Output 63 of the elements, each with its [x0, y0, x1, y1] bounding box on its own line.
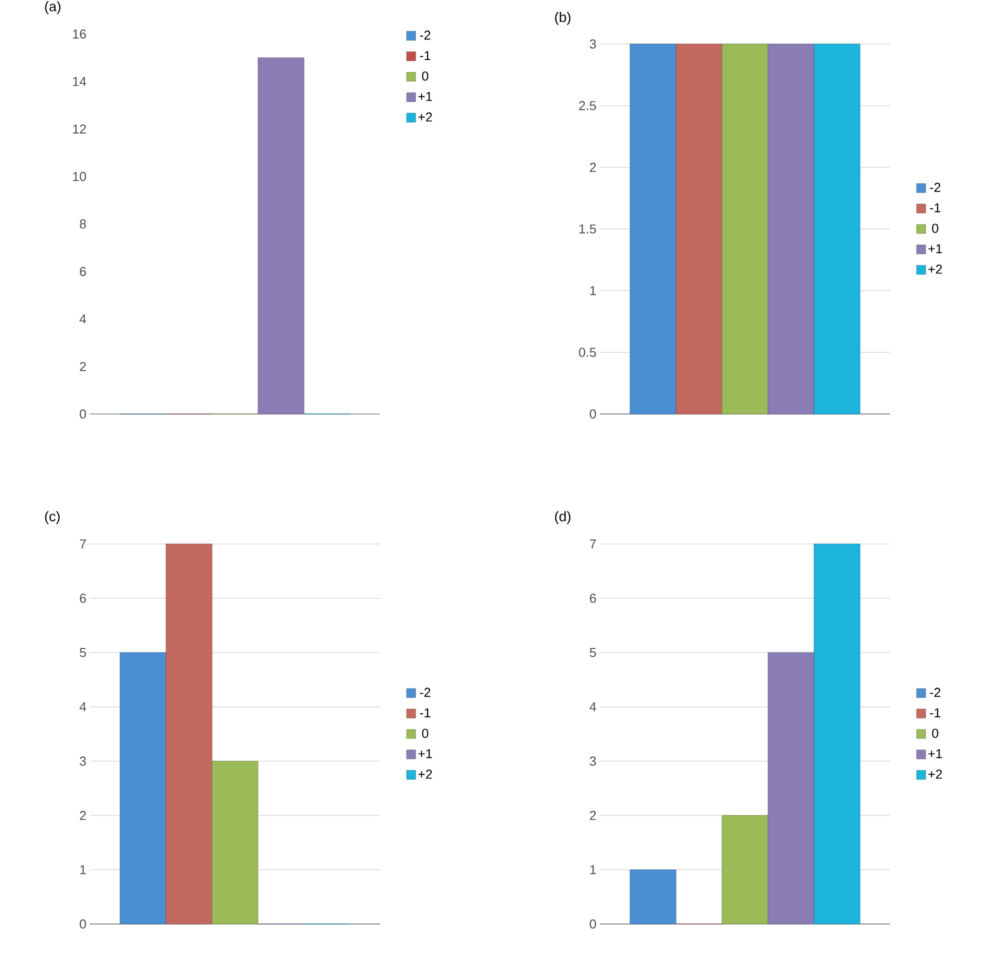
legend-label: 0 — [932, 728, 938, 738]
legend-label: -2 — [930, 688, 940, 697]
legend-label: +1 — [418, 749, 432, 758]
y-tick-label: 2 — [80, 362, 86, 371]
bar — [768, 652, 814, 924]
legend-label: +1 — [418, 92, 432, 101]
y-tick-label: 4 — [80, 702, 86, 712]
bar — [722, 815, 768, 924]
y-tick-label: 6 — [80, 266, 86, 276]
y-tick-label: 14 — [73, 77, 86, 86]
legend-label: +2 — [928, 770, 942, 779]
y-tick-label: 3 — [590, 756, 596, 766]
legend-label: -1 — [930, 708, 940, 718]
legend-label: +1 — [928, 244, 942, 254]
y-tick-label: 2 — [80, 810, 86, 820]
y-tick-label: 7 — [80, 540, 86, 548]
legend-label: +2 — [418, 770, 432, 779]
y-tick-label: 16 — [73, 29, 86, 39]
y-tick-label: 0.5 — [578, 348, 596, 357]
y-tick-label: 8 — [80, 219, 86, 229]
legend-label: -2 — [930, 182, 940, 192]
legend-label: +1 — [928, 749, 942, 758]
y-tick-label: 4 — [590, 702, 596, 712]
y-tick-label: 6 — [590, 594, 596, 603]
chart-title: (d) — [555, 511, 570, 524]
legend-label: -1 — [930, 203, 940, 212]
y-tick-label: 5 — [590, 648, 596, 658]
bar — [814, 544, 860, 924]
y-tick-label: 3 — [590, 39, 596, 49]
legend-label: +2 — [418, 112, 432, 122]
legend-label: +2 — [928, 264, 942, 274]
y-tick-label: 2.5 — [579, 101, 596, 110]
y-tick-label: 1 — [590, 865, 596, 874]
y-tick-label: 2 — [590, 162, 596, 172]
y-tick-label: 0 — [80, 919, 86, 929]
chart-title: (b) — [555, 12, 570, 25]
y-tick-label: 4 — [80, 314, 86, 324]
y-tick-label: 5 — [80, 648, 86, 658]
y-tick-label: 0 — [80, 409, 86, 419]
legend-label: -1 — [420, 708, 430, 718]
y-tick-label: 0 — [590, 409, 596, 419]
chart-title: (c) — [45, 511, 60, 524]
chart-title: (a) — [45, 1, 60, 14]
bar — [212, 760, 258, 924]
legend-label: -1 — [420, 51, 430, 60]
y-tick-label: 7 — [590, 540, 596, 548]
legend-label: -2 — [420, 30, 430, 40]
y-tick-label: 1 — [80, 865, 86, 874]
y-tick-label: 12 — [73, 124, 86, 134]
y-tick-label: 10 — [73, 172, 86, 182]
legend-label: 0 — [422, 71, 428, 81]
y-tick-label: 1.5 — [579, 224, 596, 234]
y-tick-label: 0 — [590, 919, 596, 929]
bar — [120, 652, 166, 924]
legend-label: 0 — [932, 224, 938, 233]
y-tick-label: 1 — [590, 286, 596, 296]
bar — [166, 544, 212, 924]
y-tick-label: 3 — [80, 756, 86, 766]
legend-label: 0 — [422, 728, 428, 738]
y-tick-label: 6 — [80, 594, 86, 603]
bar — [630, 870, 676, 924]
y-tick-label: 2 — [590, 810, 596, 820]
legend-label: -2 — [420, 688, 430, 697]
